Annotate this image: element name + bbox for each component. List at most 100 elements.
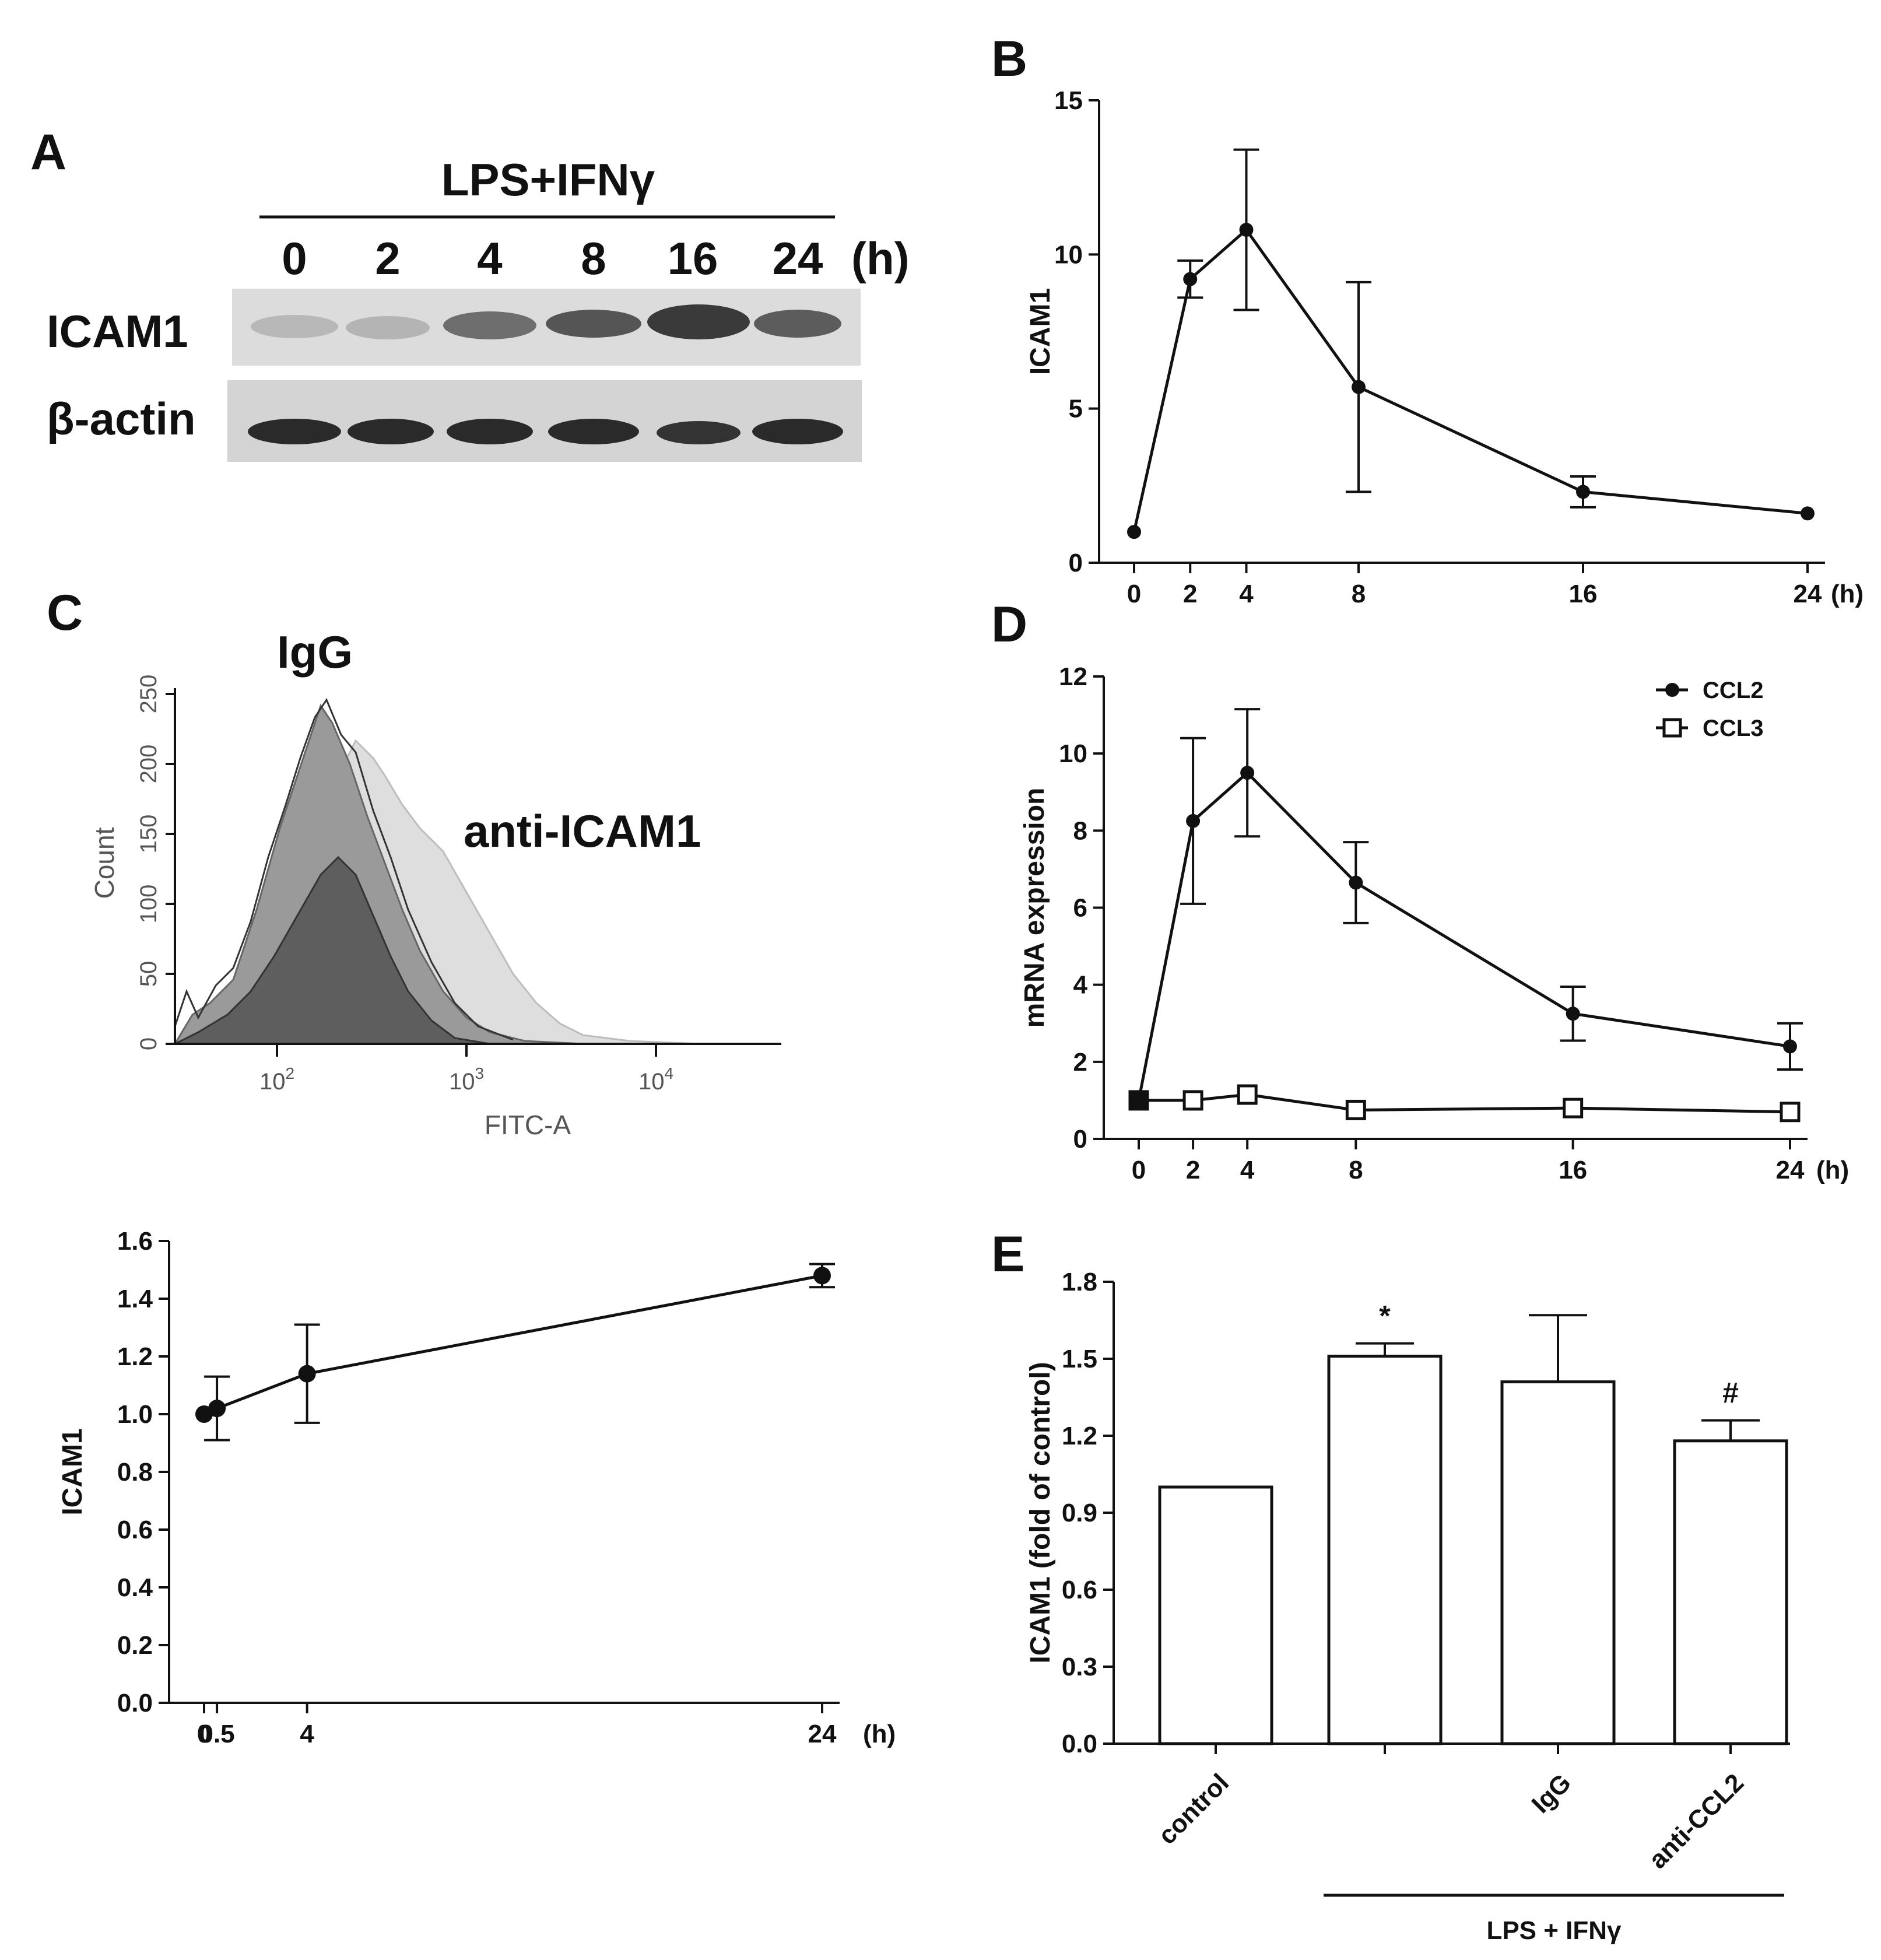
legend-marker	[1665, 683, 1679, 697]
blot-band	[443, 311, 536, 339]
bar	[1500, 1380, 1616, 1745]
blot-lane-label: 0	[282, 233, 307, 284]
x-tick-label: 24	[1776, 1156, 1805, 1184]
panel-label-a: A	[30, 124, 66, 180]
blot-band	[657, 421, 741, 444]
histogram-y-tick-labels: 0 50 100 150 200 250	[136, 675, 162, 1051]
histogram-y-tick-label: 250	[136, 675, 162, 714]
y-axis-label: ICAM1 (fold of control)	[1025, 1362, 1056, 1663]
y-tick-label: 12	[1059, 662, 1087, 691]
data-point	[1240, 766, 1255, 780]
category-label: IgG	[1526, 1768, 1577, 1818]
y-tick-label: 8	[1073, 816, 1087, 845]
blot-band	[546, 310, 641, 338]
panel-label-d: D	[991, 597, 1027, 653]
y-tick-label: 0.8	[117, 1458, 153, 1486]
data-point	[208, 1400, 226, 1418]
x-tick-label: 8	[1349, 1156, 1363, 1184]
blot-lane-label: 4	[477, 233, 502, 284]
y-tick-label: 1.2	[117, 1342, 153, 1371]
y-tick-label: 0.6	[117, 1516, 153, 1544]
blot-band	[348, 419, 434, 444]
x-tick-label: 0	[197, 1720, 211, 1748]
blot-band	[447, 419, 533, 444]
y-tick-label: 0	[1073, 1125, 1087, 1153]
histogram-y-label: Count	[89, 827, 120, 899]
y-tick-label: 1.8	[1062, 1268, 1097, 1296]
blot-band	[752, 419, 843, 444]
x-tick-label: 4	[300, 1720, 314, 1748]
category-label: anti-CCL2	[1643, 1768, 1749, 1874]
histogram-y-ticks	[166, 693, 175, 1045]
y-tick-label: 1.0	[117, 1400, 153, 1429]
data-point	[1345, 1099, 1366, 1120]
blot-row-label-actin: β-actin	[47, 393, 196, 444]
y-tick-label: 0	[1069, 549, 1083, 577]
y-tick-label: 1.4	[117, 1285, 153, 1313]
histogram-plot: 0 50 100 150 200 250 Count 102 103 104 F…	[89, 675, 781, 1140]
data-point	[1239, 223, 1254, 237]
histogram-x-label: FITC-A	[485, 1110, 571, 1140]
histogram-x-ticks	[276, 1044, 657, 1057]
chart-c-timecourse: 0.0 0.2 0.4 0.6 0.8 1.0 1.2 1.4 1.6 00.5 4 24 (h) ICA…	[57, 1227, 896, 1748]
histogram-y-tick-label: 50	[136, 961, 162, 987]
data-point	[1566, 1007, 1580, 1021]
series-line-icam1	[1132, 227, 1808, 532]
chart-e: E 0.0 0.3 0.6 0.9 1.2 1.5 1.8 ICAM1 (fold of con…	[991, 1226, 1790, 1945]
x-tick-label: 24	[808, 1720, 837, 1748]
bar	[1673, 1439, 1788, 1745]
significance-mark: *	[1379, 1300, 1391, 1333]
blot-lane-label: 2	[375, 233, 400, 284]
x-tick-label: 0	[1127, 580, 1141, 608]
x-tick-label: 16	[1559, 1156, 1587, 1184]
blot-bands-icam1	[251, 304, 841, 339]
exponent: 4	[664, 1064, 673, 1082]
y-tick-label: 1.5	[1062, 1345, 1097, 1373]
y-tick-label: 15	[1054, 86, 1083, 115]
histogram-y-tick-label: 150	[136, 815, 162, 854]
panel-c: C IgG anti-ICAM1 0 50 100 150	[47, 585, 781, 1140]
blot-row-label-icam1: ICAM1	[47, 306, 188, 357]
legend-label: CCL3	[1703, 716, 1763, 741]
series-line-icam1	[203, 1274, 823, 1416]
data-point	[1183, 272, 1198, 286]
blot-band	[251, 315, 338, 338]
x-tick-label: 0	[1132, 1156, 1146, 1184]
blot-strip-actin	[227, 380, 862, 462]
exponent: 3	[475, 1064, 484, 1082]
x-tick-label: 0.5	[199, 1720, 234, 1748]
y-tick-label: 1.2	[1062, 1422, 1097, 1450]
blot-time-unit: (h)	[851, 233, 910, 284]
series-line-ccl2	[1137, 770, 1791, 1101]
x-tick-label: 2	[1183, 580, 1197, 608]
x-tick-label: 2	[1186, 1156, 1200, 1184]
blot-lane-label: 24	[773, 233, 823, 284]
data-point	[1801, 506, 1815, 521]
y-tick-label: 0.9	[1062, 1499, 1097, 1527]
data-point	[1783, 1039, 1797, 1054]
data-point	[1182, 1090, 1203, 1111]
histogram-x-tick-labels: 102 103 104	[259, 1064, 673, 1095]
blot-band	[248, 419, 341, 444]
histogram-igg-outline	[174, 697, 514, 1041]
y-tick-label: 4	[1073, 971, 1088, 1000]
panel-a: A LPS+IFNγ 0 2 4 8 16 24 (h) ICAM1 β-act…	[30, 124, 910, 462]
legend-label: CCL2	[1703, 678, 1763, 703]
panel-label-c: C	[47, 585, 83, 641]
histogram-x-tick-label: 103	[449, 1064, 484, 1095]
y-tick-label: 0.2	[117, 1631, 153, 1660]
panel-label-b: B	[991, 31, 1027, 87]
blot-band	[346, 316, 430, 339]
data-point	[1576, 485, 1590, 499]
histogram-y-tick-label: 100	[136, 885, 162, 924]
y-tick-label: 0.6	[1062, 1576, 1097, 1604]
data-point	[1563, 1098, 1584, 1119]
y-tick-label: 6	[1073, 894, 1087, 923]
x-unit-label: (h)	[1831, 580, 1864, 608]
blot-band	[647, 304, 750, 339]
exponent: 2	[285, 1064, 294, 1082]
data-point	[1349, 875, 1363, 890]
histogram-y-tick-label: 200	[136, 745, 162, 784]
